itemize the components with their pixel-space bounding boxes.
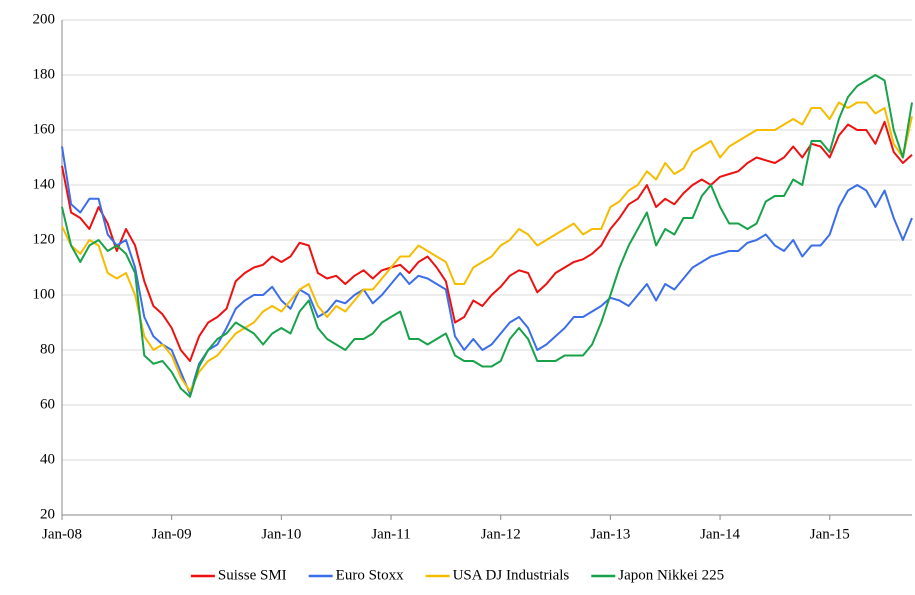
series-line [61, 74, 913, 398]
legend-label: Japon Nikkei 225 [618, 567, 724, 583]
legend-label: Suisse SMI [218, 567, 287, 583]
x-tick-label: Jan-09 [152, 526, 192, 542]
legend-item: Suisse SMI [190, 567, 287, 583]
legend-item: USA DJ Industrials [425, 567, 570, 583]
y-tick-label: 140 [33, 176, 56, 192]
x-tick-label: Jan-15 [810, 526, 850, 542]
y-tick-label: 100 [33, 286, 56, 302]
y-tick-label: 40 [40, 451, 55, 467]
x-tick-label: Jan-10 [261, 526, 301, 542]
series-line [61, 120, 913, 362]
x-tick-label: Jan-14 [700, 526, 740, 542]
y-tick-label: 80 [40, 341, 55, 357]
y-tick-label: 200 [33, 11, 56, 27]
legend-item: Japon Nikkei 225 [591, 567, 724, 583]
series-line [61, 101, 913, 393]
y-tick-label: 20 [40, 506, 55, 522]
x-tick-label: Jan-08 [42, 526, 82, 542]
y-tick-label: 120 [33, 231, 56, 247]
series-line [61, 146, 913, 395]
y-tick-label: 160 [33, 121, 56, 137]
legend: Suisse SMI Euro Stoxx USA DJ Industrials Ja… [190, 567, 724, 583]
legend-item: Euro Stoxx [308, 567, 404, 583]
y-tick-label: 60 [40, 396, 55, 412]
legend-label: USA DJ Industrials [453, 567, 570, 583]
x-tick-label: Jan-11 [371, 526, 410, 542]
legend-label: Euro Stoxx [336, 567, 404, 583]
x-tick-label: Jan-12 [481, 526, 521, 542]
y-tick-label: 180 [33, 66, 56, 82]
x-tick-label: Jan-13 [590, 526, 630, 542]
